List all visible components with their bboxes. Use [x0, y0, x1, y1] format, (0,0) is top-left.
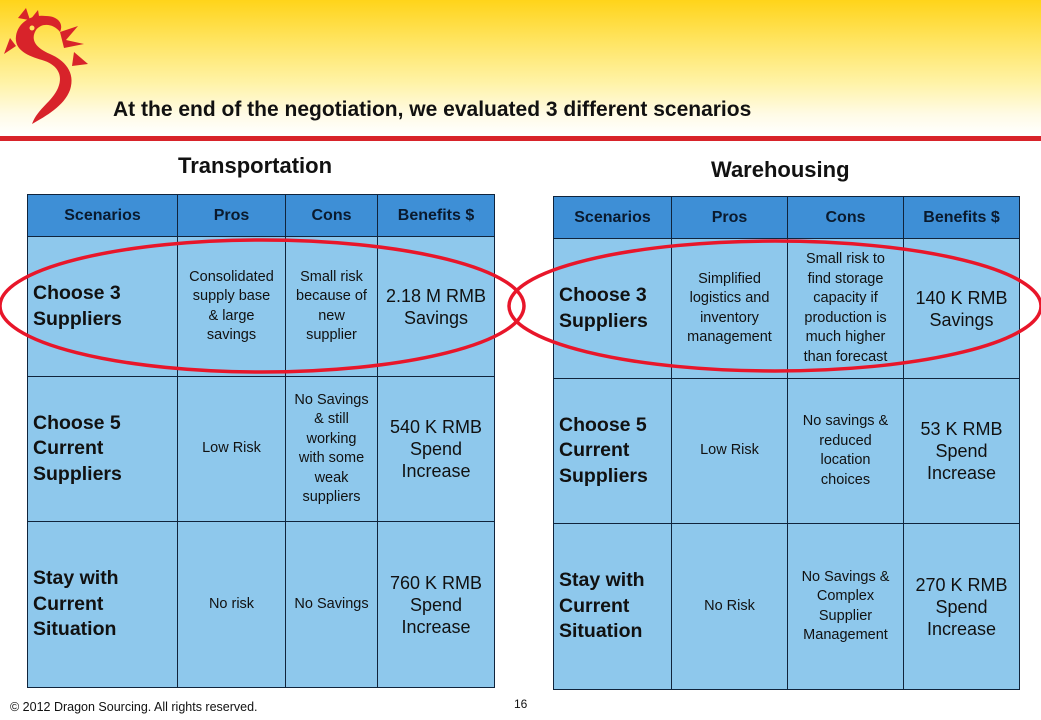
scenario-cell: Choose 5 Current Suppliers [553, 378, 672, 524]
pros-cell: Consolidated supply base & large savings [177, 236, 286, 377]
slide-title: At the end of the negotiation, we evalua… [113, 98, 752, 121]
title-underline [0, 136, 1041, 141]
table-row: Stay with Current Situation No Risk No Sav… [553, 523, 1020, 690]
pros-cell: No Risk [671, 523, 788, 690]
table-row: Choose 5 Current Suppliers Low Risk No sav… [553, 378, 1020, 524]
table-row: Choose 5 Current Suppliers Low Risk No Sav… [27, 376, 495, 522]
benefit-cell: 140 K RMB Savings [903, 238, 1020, 379]
scenario-cell: Choose 3 Suppliers [553, 238, 672, 379]
benefit-cell: 2.18 M RMB Savings [377, 236, 495, 377]
header-cell: Benefits $ [903, 196, 1020, 239]
benefit-cell: 270 K RMB Spend Increase [903, 523, 1020, 690]
pros-cell: Simplified logistics and inventory manageme… [671, 238, 788, 379]
scenario-cell: Choose 5 Current Suppliers [27, 376, 178, 522]
benefit-cell: 760 K RMB Spend Increase [377, 521, 495, 688]
header-cell: Scenarios [553, 196, 672, 239]
cons-cell: No Savings & Complex Supplier Management [787, 523, 904, 690]
table-header-row: Scenarios Pros Cons Benefits $ [27, 194, 495, 237]
dragon-logo-icon [4, 8, 88, 124]
header-cell: Benefits $ [377, 194, 495, 237]
table-row: Choose 3 Suppliers Consolidated supply bas… [27, 236, 495, 377]
header-cell: Cons [787, 196, 904, 239]
benefit-cell: 540 K RMB Spend Increase [377, 376, 495, 522]
cons-cell: No Savings [285, 521, 378, 688]
benefit-cell: 53 K RMB Spend Increase [903, 378, 1020, 524]
header-cell: Pros [177, 194, 286, 237]
scenario-cell: Stay with Current Situation [27, 521, 178, 688]
cons-cell: Small risk because of new supplier [285, 236, 378, 377]
page-number: 16 [514, 697, 528, 711]
header-banner [0, 0, 1041, 135]
scenario-cell: Stay with Current Situation [553, 523, 672, 690]
scenario-cell: Choose 3 Suppliers [27, 236, 178, 377]
header-cell: Pros [671, 196, 788, 239]
pros-cell: Low Risk [671, 378, 788, 524]
cons-cell: Small risk to find storage capacity if prod… [787, 238, 904, 379]
transportation-title: Transportation [178, 153, 333, 178]
cons-cell: No Savings & still working with some weak sup… [285, 376, 378, 522]
cons-cell: No savings & reduced location choices [787, 378, 904, 524]
copyright-footer: © 2012 Dragon Sourcing. All rights reser… [10, 700, 258, 714]
warehousing-title: Warehousing [711, 157, 850, 182]
header-cell: Cons [285, 194, 378, 237]
pros-cell: Low Risk [177, 376, 286, 522]
table-row: Choose 3 Suppliers Simplified logistics an… [553, 238, 1020, 379]
table-row: Stay with Current Situation No risk No Sav… [27, 521, 495, 688]
header-cell: Scenarios [27, 194, 178, 237]
table-header-row: Scenarios Pros Cons Benefits $ [553, 196, 1020, 239]
pros-cell: No risk [177, 521, 286, 688]
